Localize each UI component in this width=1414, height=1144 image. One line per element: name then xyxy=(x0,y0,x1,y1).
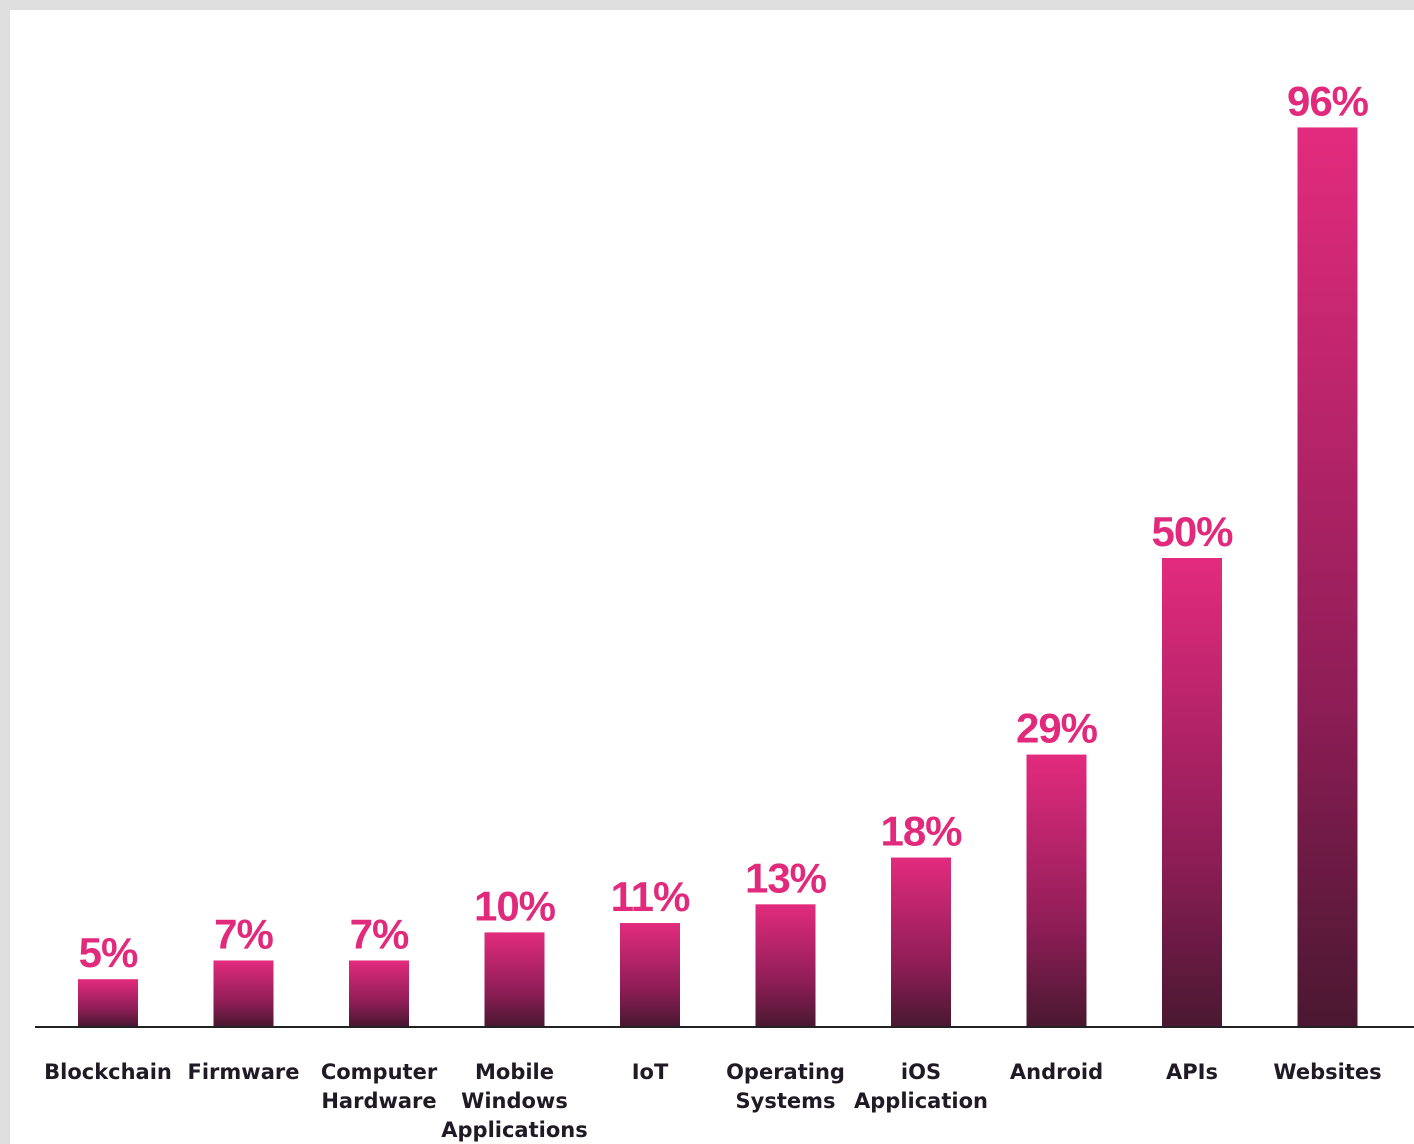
category-label-line: Applications xyxy=(441,1118,587,1142)
bar-iot xyxy=(620,923,680,1026)
chart-canvas: 5% 7% 7% 10% 11% 13% 18% 29% 50% 96% Blockchain Fi… xyxy=(10,10,1414,1144)
bar-blockchain xyxy=(78,979,138,1026)
category-label: Computer Hardware xyxy=(321,1060,438,1113)
value-label: 5% xyxy=(79,929,138,976)
bar-firmware xyxy=(213,960,274,1026)
bar-android xyxy=(1026,754,1087,1026)
category-label-line: Mobile xyxy=(475,1060,554,1084)
category-label-line: Firmware xyxy=(188,1060,300,1084)
category-label-line: IoT xyxy=(632,1060,669,1084)
value-label: 7% xyxy=(350,910,409,957)
value-label: 96% xyxy=(1287,77,1369,124)
bar-ios-application xyxy=(891,857,951,1026)
category-label: Websites xyxy=(1273,1060,1381,1084)
value-label: 13% xyxy=(745,854,827,901)
category-label-line: Application xyxy=(854,1089,988,1113)
value-label: 50% xyxy=(1151,508,1233,555)
bar-mobile-windows-applications xyxy=(484,932,545,1026)
category-label: APIs xyxy=(1166,1060,1218,1084)
bars-group xyxy=(78,127,1358,1026)
value-label: 18% xyxy=(880,808,962,855)
category-label-line: Hardware xyxy=(321,1089,436,1113)
category-label: iOS Application xyxy=(854,1060,988,1113)
category-label: Android xyxy=(1010,1060,1103,1084)
category-label-line: iOS xyxy=(901,1060,941,1084)
category-label-line: Systems xyxy=(736,1089,836,1113)
bar-computer-hardware xyxy=(349,960,409,1026)
category-label: IoT xyxy=(632,1060,669,1084)
category-label-line: APIs xyxy=(1166,1060,1218,1084)
value-labels-group: 5% 7% 7% 10% 11% 13% 18% 29% 50% 96% xyxy=(79,77,1370,976)
category-label-line: Windows xyxy=(461,1089,568,1113)
category-label: Firmware xyxy=(188,1060,300,1084)
category-label-line: Android xyxy=(1010,1060,1103,1084)
bar-operating-systems xyxy=(755,904,816,1026)
category-label: Operating Systems xyxy=(726,1060,845,1113)
category-label-line: Blockchain xyxy=(44,1060,172,1084)
category-label-line: Websites xyxy=(1273,1060,1381,1084)
value-label: 29% xyxy=(1016,705,1098,752)
category-label: Mobile Windows Applications xyxy=(441,1060,587,1142)
bar-apis xyxy=(1162,558,1222,1026)
bar-chart: 5% 7% 7% 10% 11% 13% 18% 29% 50% 96% Blockchain Fi… xyxy=(35,77,1414,1142)
value-label: 11% xyxy=(611,873,690,920)
value-label: 10% xyxy=(474,882,556,929)
value-label: 7% xyxy=(214,910,273,957)
category-label-line: Operating xyxy=(726,1060,845,1084)
category-labels-group: Blockchain Firmware Computer HardwareMobile… xyxy=(44,1060,1381,1142)
bar-websites xyxy=(1297,127,1358,1026)
category-label-line: Computer xyxy=(321,1060,438,1084)
category-label: Blockchain xyxy=(44,1060,172,1084)
